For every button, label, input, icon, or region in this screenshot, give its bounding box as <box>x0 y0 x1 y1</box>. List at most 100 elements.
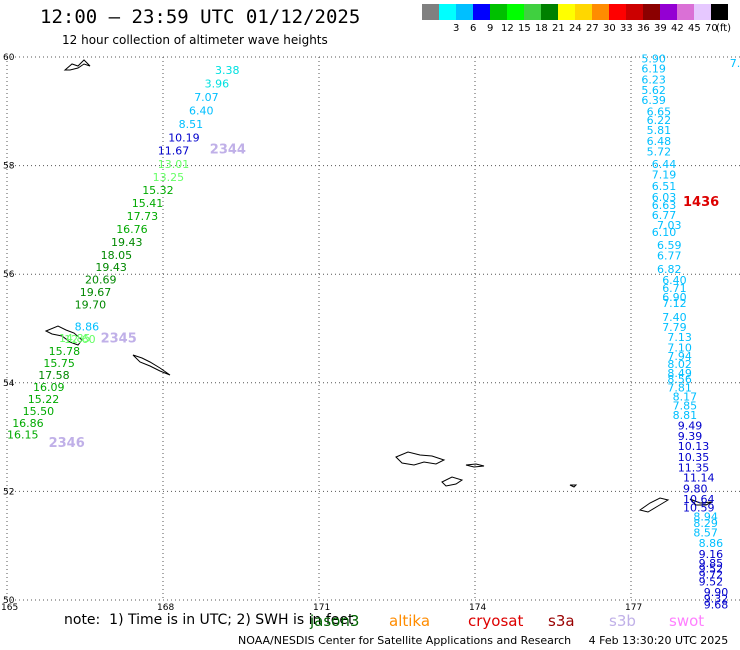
wave-height-value: 17.58 <box>38 369 69 382</box>
legend-label: 24 <box>569 23 582 34</box>
legend-label: 39 <box>654 23 667 34</box>
legend-swatch <box>643 4 660 20</box>
wave-height-value: 15.41 <box>132 197 164 210</box>
legend-label: 21 <box>552 23 565 34</box>
wave-height-value: 16.76 <box>116 223 148 236</box>
wave-height-value: 6.10 <box>652 226 677 239</box>
wave-height-value: 7.03 <box>657 219 682 232</box>
wave-height-value: 5.81 <box>647 124 672 137</box>
axis-tick-labels: 165 168 171 174 177 60 58 56 54 52 50 <box>1 53 642 612</box>
wave-height-value: 8.17 <box>673 391 698 404</box>
mission-label-s3a: s3a <box>548 612 575 630</box>
wave-height-value: 6.77 <box>652 209 677 222</box>
wave-height-value: 13.25 <box>153 171 185 184</box>
legend-swatch <box>609 4 626 20</box>
wave-height-value: 7.81 <box>667 381 692 394</box>
wave-height-value: 5.90 <box>641 52 666 65</box>
wave-height-value: 16.09 <box>33 381 65 394</box>
legend-swatch <box>694 4 711 20</box>
wave-height-value: 6.22 <box>647 114 672 127</box>
page-title: 12:00 – 23:59 UTC 01/12/2025 <box>40 6 361 28</box>
legend-swatch <box>541 4 558 20</box>
lon-tick-label: 171 <box>313 603 330 612</box>
lon-tick-label: 177 <box>625 603 642 612</box>
legend-label: (ft) <box>716 23 732 34</box>
wave-height-value: 8.49 <box>667 367 692 380</box>
island-attu <box>395 451 446 466</box>
wave-height-value: 6.23 <box>641 74 666 87</box>
wave-height-value: 7.85 <box>673 399 698 412</box>
wave-height-value: 6.19 <box>641 63 666 76</box>
wave-height-value: 9.39 <box>678 430 703 443</box>
track-number-label: 2344 <box>210 143 246 158</box>
lon-tick-label: 174 <box>469 603 486 612</box>
legend-label: 6 <box>470 23 477 34</box>
wave-height-value: 14.85 <box>59 332 91 345</box>
island-agattu <box>441 476 464 487</box>
wave-height-value: 7.79 <box>662 321 687 334</box>
legend-label: 36 <box>637 23 650 34</box>
legend-swatch <box>677 4 694 20</box>
lat-tick-label: 52 <box>3 487 14 497</box>
wave-height-map: 3.383.967.076.408.5110.1911.6713.0113.25… <box>1 52 740 612</box>
wave-height-value: 8.02 <box>667 358 692 371</box>
wave-height-value: 6.51 <box>652 180 677 193</box>
wave-height-value: 6.44 <box>652 158 677 171</box>
legend-label: 30 <box>603 23 616 34</box>
wave-height-value: 6.77 <box>657 250 682 263</box>
wave-height-value: 6.39 <box>641 94 666 107</box>
wave-height-value: 12.60 <box>64 333 96 346</box>
legend-swatch <box>575 4 592 20</box>
wave-height-value: 7.13 <box>667 331 692 344</box>
map-grid <box>6 56 740 601</box>
wave-height-value: 15.50 <box>23 405 54 418</box>
island-medny <box>132 354 171 376</box>
legend-swatch <box>456 4 473 20</box>
wave-height-value: 9.68 <box>704 599 729 612</box>
lon-tick-label: 168 <box>157 603 174 612</box>
legend-label: 45 <box>688 23 701 34</box>
wave-height-value: 6.40 <box>662 274 687 287</box>
track-number-label: 1436 <box>683 195 719 210</box>
legend-label: 3 <box>453 23 460 34</box>
wave-height-value: 20.69 <box>85 273 117 286</box>
legend-swatch <box>711 4 728 20</box>
wave-height-value: 6.59 <box>657 239 682 252</box>
mission-label-cryosat: cryosat <box>468 612 524 630</box>
wave-height-value: 8.29 <box>693 517 718 530</box>
wave-height-value: 7.94 <box>667 350 692 363</box>
wave-height-value: 19.67 <box>80 286 112 299</box>
wave-height-value: 8.51 <box>179 118 204 131</box>
legend-swatch <box>439 4 456 20</box>
wave-height-value: 15.78 <box>49 345 81 358</box>
wave-height-value: 8.81 <box>673 409 698 422</box>
wave-height-value: 9.72 <box>699 568 724 581</box>
wave-height-value: 9.85 <box>699 557 724 570</box>
wave-height-value: 8.57 <box>693 526 718 539</box>
wave-height-value: 9.90 <box>704 586 729 599</box>
lon-tick-label: 165 <box>1 603 18 612</box>
coastline-kamchatka <box>63 59 91 71</box>
wave-height-value: 5.62 <box>641 84 666 97</box>
legend-label: 9 <box>487 23 494 34</box>
wave-height-value: 7.40 <box>662 311 687 324</box>
island-little-kiska <box>689 498 713 506</box>
legend-swatch <box>422 4 439 20</box>
legend-label: 42 <box>671 23 684 34</box>
wave-height-value: 10.59 <box>683 501 715 514</box>
wave-height-value: 6.82 <box>657 263 682 276</box>
wave-height-value: 9.32 <box>704 593 729 606</box>
legend-swatch <box>490 4 507 20</box>
wave-height-value: 17.73 <box>127 210 159 223</box>
wave-height-value: 10.19 <box>168 132 200 145</box>
wave-height-value: 8.56 <box>667 373 692 386</box>
footer-credit: NOAA/NESDIS Center for Satellite Applica… <box>238 634 572 647</box>
wave-height-value: 3.96 <box>205 77 230 90</box>
wave-height-value: 16.86 <box>12 417 44 430</box>
wave-height-value: 8.86 <box>75 321 100 334</box>
wave-height-value: 7.12 <box>662 297 687 310</box>
legend-swatch <box>626 4 643 20</box>
wave-height-value: 15.22 <box>28 393 60 406</box>
note-text: note: 1) Time is in UTC; 2) SWH is in fe… <box>64 612 354 628</box>
page-subtitle: 12 hour collection of altimeter wave hei… <box>62 33 328 47</box>
